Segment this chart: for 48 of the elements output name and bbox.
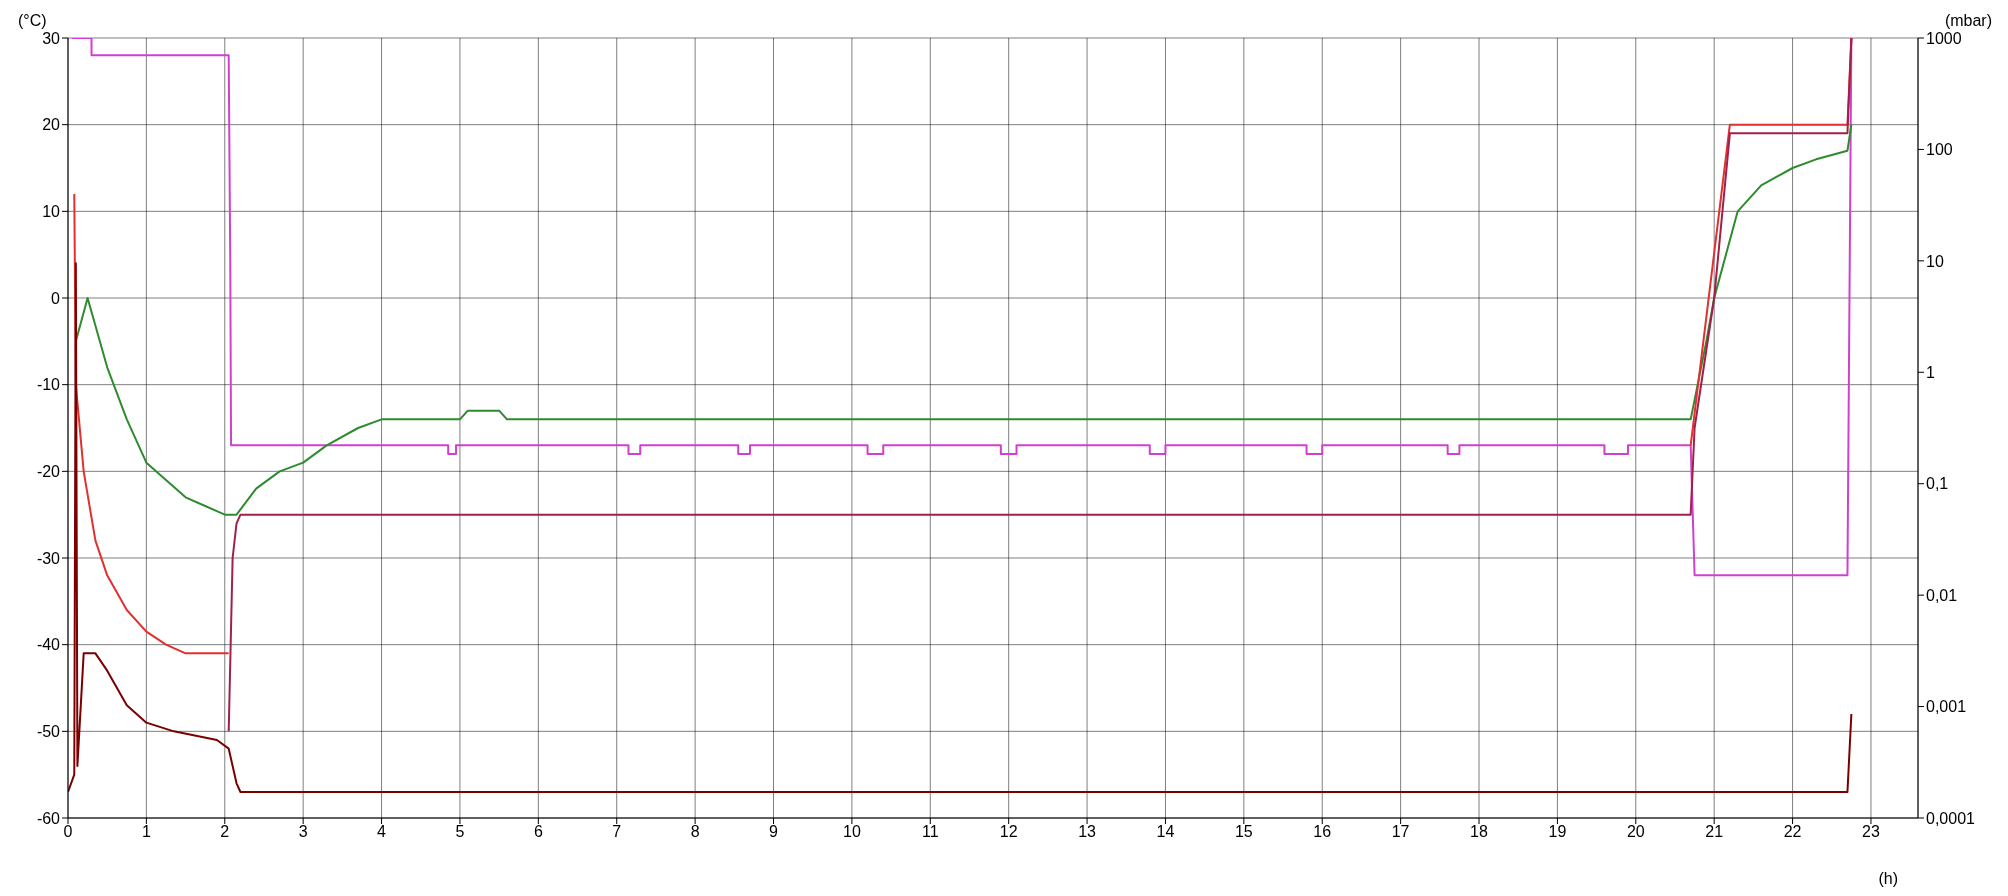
x-tick-label: 13 bbox=[1078, 823, 1097, 841]
y2-tick-label: 1 bbox=[1926, 363, 1935, 381]
y-tick-label: -10 bbox=[36, 376, 61, 394]
x-tick-label: 16 bbox=[1313, 823, 1332, 841]
y2-tick-label: 1000 bbox=[1926, 29, 1962, 47]
x-tick-label: 22 bbox=[1783, 823, 1802, 841]
x-axis-title: (h) bbox=[1878, 870, 1898, 888]
y-tick-label: 0 bbox=[51, 289, 61, 307]
y2-tick-label: 0,001 bbox=[1926, 698, 1967, 716]
y2-tick-label: 0,1 bbox=[1926, 475, 1949, 493]
y2-tick-label: 100 bbox=[1926, 141, 1953, 159]
x-tick-label: 2 bbox=[220, 823, 230, 841]
x-tick-label: 15 bbox=[1234, 823, 1253, 841]
x-tick-label: 14 bbox=[1156, 823, 1175, 841]
x-tick-label: 5 bbox=[455, 823, 465, 841]
y2-axis-title: (mbar) bbox=[1944, 12, 1992, 30]
x-tick-label: 20 bbox=[1626, 823, 1645, 841]
y2-tick-label: 0,0001 bbox=[1926, 809, 1976, 827]
y-tick-label: -50 bbox=[36, 723, 61, 741]
x-tick-label: 9 bbox=[769, 823, 779, 841]
y-tick-label: -20 bbox=[36, 463, 61, 481]
x-tick-label: 7 bbox=[612, 823, 622, 841]
y-tick-label: 30 bbox=[42, 29, 61, 47]
line-series bbox=[68, 262, 1853, 793]
line-series bbox=[227, 38, 1853, 733]
y2-tick-label: 0,01 bbox=[1926, 586, 1958, 604]
x-tick-label: 4 bbox=[377, 823, 387, 841]
x-tick-label: 1 bbox=[141, 823, 151, 841]
y-axis-title: (°C) bbox=[18, 12, 47, 30]
x-tick-label: 8 bbox=[690, 823, 700, 841]
y2-tick-label: 10 bbox=[1926, 252, 1944, 270]
x-tick-label: 6 bbox=[533, 823, 543, 841]
y-tick-label: 10 bbox=[42, 203, 61, 221]
y-tick-label: 20 bbox=[42, 116, 61, 134]
x-tick-label: 21 bbox=[1705, 823, 1724, 841]
x-tick-label: 11 bbox=[921, 823, 939, 841]
x-tick-label: 10 bbox=[843, 823, 861, 841]
x-tick-label: 3 bbox=[298, 823, 308, 841]
y-tick-label: -60 bbox=[36, 809, 61, 827]
line-series bbox=[74, 123, 1853, 516]
x-tick-label: 12 bbox=[999, 823, 1018, 841]
x-tick-label: 19 bbox=[1548, 823, 1567, 841]
x-tick-label: 0 bbox=[63, 823, 73, 841]
x-tick-label: 18 bbox=[1470, 823, 1489, 841]
x-tick-label: 17 bbox=[1391, 823, 1410, 841]
y-tick-label: -40 bbox=[36, 636, 61, 654]
x-tick-label: 23 bbox=[1862, 823, 1880, 841]
y-tick-label: -30 bbox=[36, 549, 61, 567]
